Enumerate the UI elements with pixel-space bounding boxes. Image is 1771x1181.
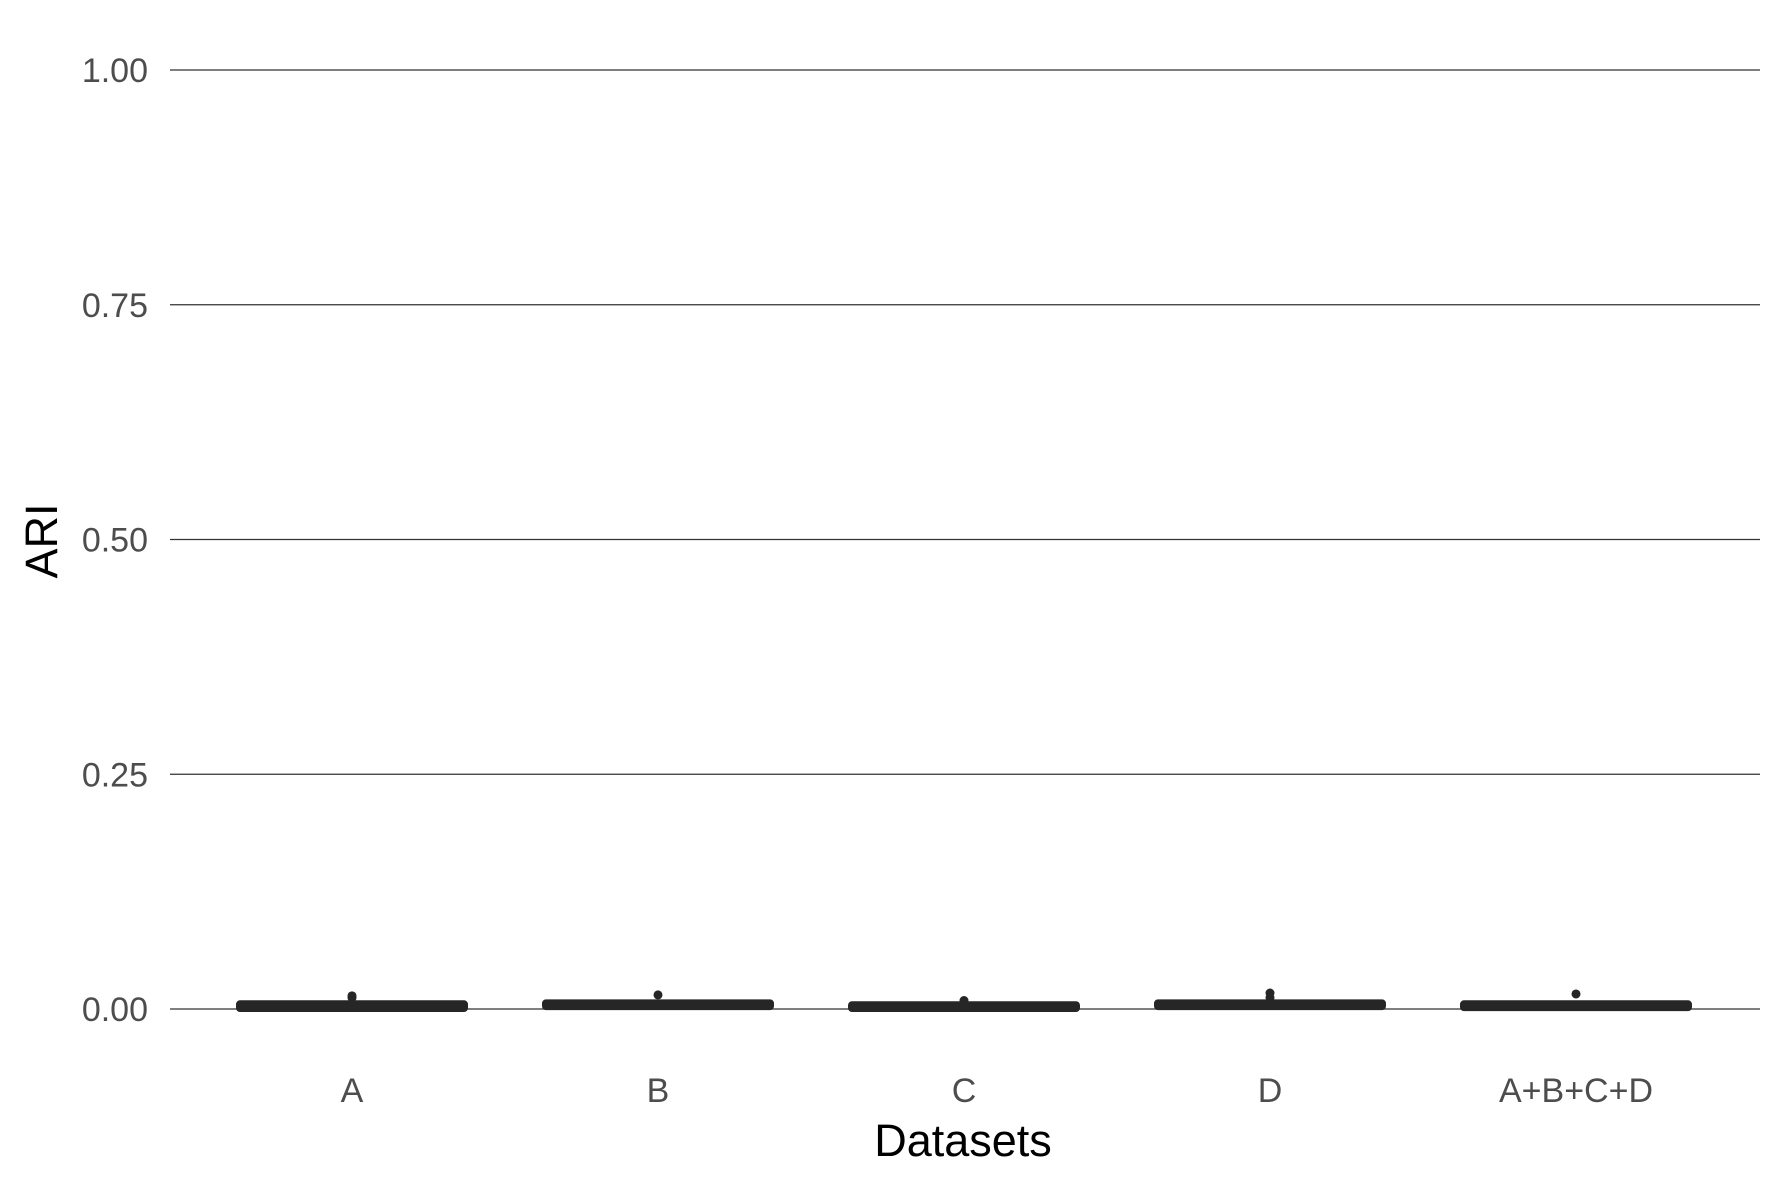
x-tick-label: C xyxy=(952,1072,977,1110)
outlier-point xyxy=(1571,989,1581,999)
outlier-point xyxy=(653,990,663,1000)
boxplots xyxy=(236,988,1692,1013)
boxplot xyxy=(542,990,774,1011)
gridlines xyxy=(170,69,1760,1010)
y-tick-label: 1.00 xyxy=(82,52,148,90)
x-axis-ticks: A B C D A+B+C+D xyxy=(341,1072,1653,1110)
outlier-point xyxy=(347,991,357,1001)
x-tick-label: B xyxy=(647,1072,670,1110)
y-axis-title: ARI xyxy=(16,503,67,578)
outlier-point xyxy=(959,996,969,1006)
x-tick-label: A+B+C+D xyxy=(1499,1072,1653,1110)
y-tick-label: 0.00 xyxy=(82,991,148,1029)
x-tick-label: D xyxy=(1258,1072,1283,1110)
x-tick-label: A xyxy=(341,1072,364,1110)
boxplot xyxy=(236,991,468,1013)
y-axis-ticks: 0.00 0.25 0.50 0.75 1.00 xyxy=(82,52,148,1029)
outlier-point xyxy=(1265,988,1275,998)
boxplot xyxy=(1460,989,1692,1012)
boxplot xyxy=(848,996,1080,1013)
y-tick-label: 0.75 xyxy=(82,287,148,325)
y-tick-label: 0.25 xyxy=(82,756,148,794)
boxplot xyxy=(1154,988,1386,1011)
x-axis-title: Datasets xyxy=(874,1115,1052,1166)
y-tick-label: 0.50 xyxy=(82,522,148,560)
